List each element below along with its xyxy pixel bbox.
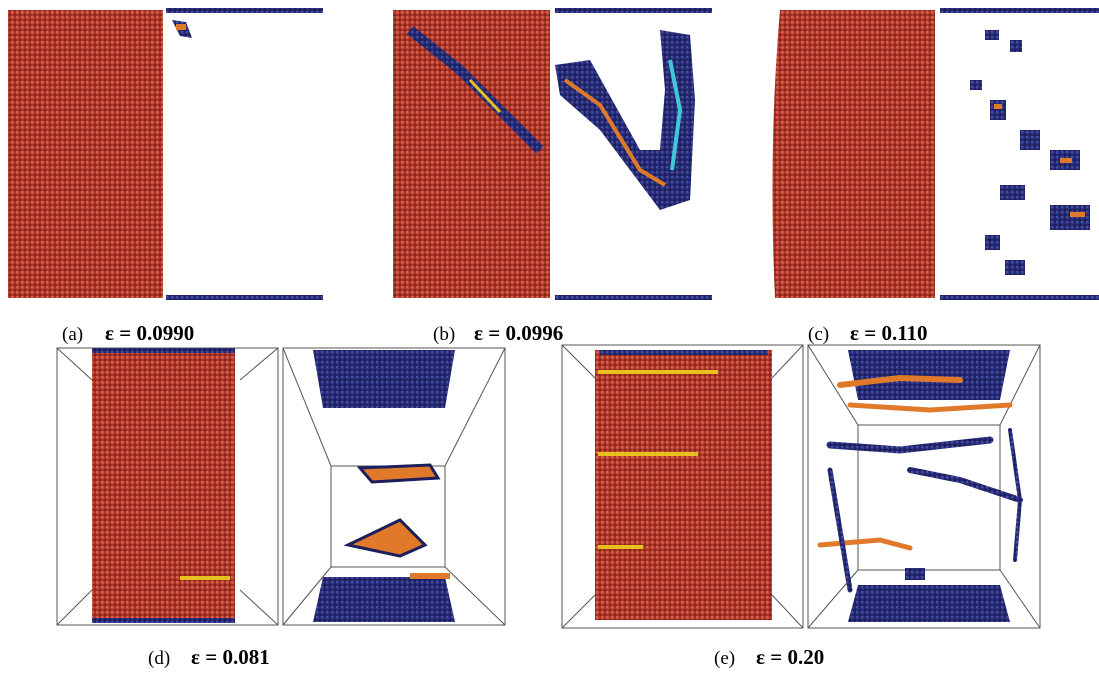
- plate: [92, 618, 235, 623]
- edge: [562, 595, 595, 628]
- edge: [772, 595, 803, 628]
- defect-atoms: [598, 545, 643, 549]
- plate: [166, 295, 323, 300]
- strain-value: ε = 0.110: [850, 321, 928, 345]
- edge: [240, 590, 278, 625]
- crystal: [595, 350, 772, 620]
- crystal: [92, 348, 235, 622]
- plate: [313, 350, 455, 408]
- edge: [57, 348, 92, 380]
- panel-b: [393, 8, 712, 300]
- strain-value: ε = 0.0990: [105, 321, 194, 345]
- crystal: [8, 10, 163, 298]
- strain-value: ε = 0.081: [191, 645, 270, 669]
- defect-atoms: [176, 24, 186, 30]
- edge: [772, 345, 803, 378]
- plate: [848, 350, 1010, 400]
- plate: [940, 295, 1099, 300]
- crystal: [772, 10, 935, 298]
- panel-label: (d): [148, 648, 170, 669]
- panel-e: [562, 345, 1040, 628]
- panel-c: [772, 8, 1099, 300]
- plate: [600, 350, 768, 355]
- plate: [555, 8, 712, 13]
- strain-value: ε = 0.20: [756, 645, 824, 669]
- panel-a: [8, 8, 323, 300]
- plate: [313, 577, 455, 622]
- edge: [562, 345, 595, 378]
- crystal: [393, 10, 550, 298]
- defect-cluster: [905, 568, 925, 580]
- figure: (a) ε = 0.0990 (b) ε = 0.0996 (c) ε = 0.…: [0, 0, 1099, 674]
- plate: [940, 8, 1099, 13]
- defect-cluster: [348, 520, 425, 556]
- plate: [848, 585, 1010, 622]
- strain-value: ε = 0.0996: [474, 321, 563, 345]
- defect-lines: [820, 378, 1020, 590]
- plate: [166, 8, 323, 13]
- panel-label: (a): [62, 324, 83, 345]
- defect-atoms: [994, 104, 1085, 217]
- defect-atoms: [410, 573, 450, 579]
- panel-label: (c): [808, 324, 829, 345]
- defect-cluster: [360, 465, 438, 482]
- plate: [555, 295, 712, 300]
- edge: [445, 567, 505, 625]
- edge: [57, 590, 92, 625]
- defect-atoms: [598, 452, 698, 456]
- plate: [92, 348, 235, 353]
- defect-clusters: [970, 30, 1090, 275]
- panel-d: [57, 348, 505, 625]
- defect-cluster: [555, 30, 695, 210]
- defect-atoms: [598, 370, 718, 374]
- panel-label: (b): [433, 324, 455, 345]
- page: {"panels": [ {"label": "(a)", "formula":…: [0, 0, 1099, 674]
- edge: [445, 348, 505, 466]
- edge: [240, 348, 278, 380]
- panel-label: (e): [714, 648, 735, 669]
- defect-atoms: [180, 576, 230, 580]
